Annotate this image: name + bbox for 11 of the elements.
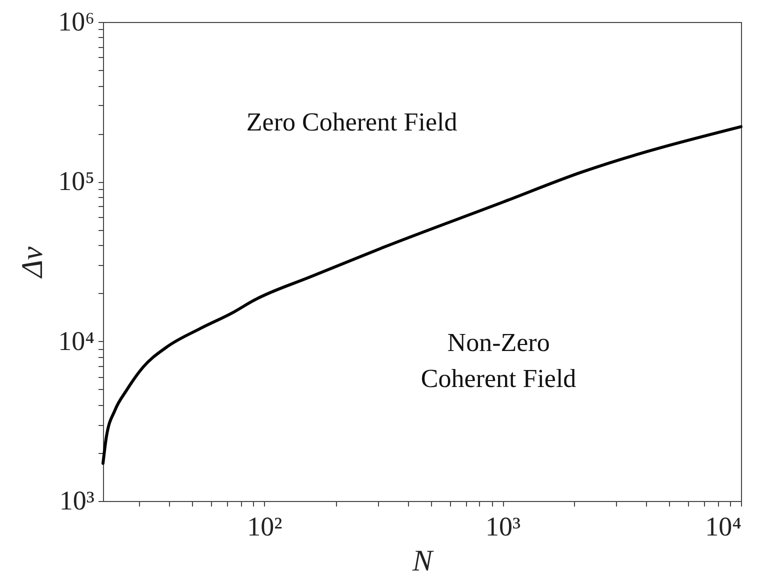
annotation: Zero Coherent Field — [246, 108, 458, 137]
y-tick-label: 10⁶ — [58, 6, 94, 36]
x-tick-label: 10⁴ — [705, 512, 742, 542]
y-axis-title: Δν — [16, 246, 50, 278]
y-tick-label: 10³ — [59, 486, 94, 516]
y-tick-label: 10⁵ — [58, 166, 94, 196]
annotation: Non-Zero Coherent Field — [420, 328, 576, 393]
x-tick-label: 10² — [247, 512, 282, 542]
x-axis-title: N — [411, 544, 434, 578]
y-tick-label: 10⁴ — [58, 326, 94, 356]
x-tick-label: 10³ — [486, 512, 521, 542]
